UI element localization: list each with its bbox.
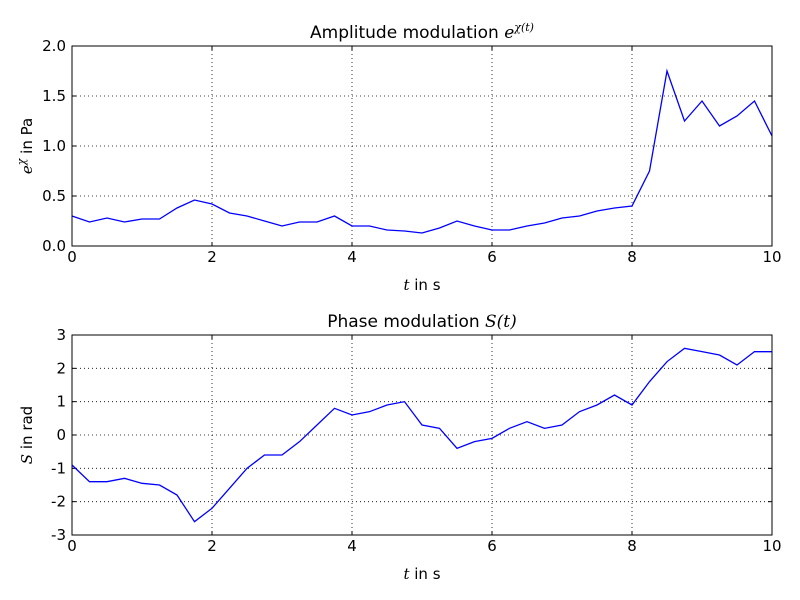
x-tick-label: 0 [67,248,77,266]
x-label-var: t [403,565,410,583]
y-label-var: S [18,454,36,464]
axes-frame [71,334,773,536]
data-line [71,68,773,234]
axes-frame [71,45,773,247]
title-math-sup: χ(t) [513,21,534,34]
data-line [71,347,772,523]
x-label-text: in s [414,276,440,294]
x-axis-label: t in s [403,565,440,583]
x-axis-label: t in s [403,276,440,294]
y-tick-label: 0.5 [42,187,66,205]
y-axis-label: S in rad [18,406,36,464]
title-text: Phase modulation [327,312,479,332]
x-tick-label: 6 [487,537,497,555]
x-label-var: t [403,276,410,294]
x-tick-label: 10 [762,537,781,555]
x-tick-label: 0 [67,537,77,555]
y-tick-label: 1 [56,393,66,411]
x-tick-label: 2 [207,248,217,266]
x-label-text: in s [414,565,440,583]
y-label-sup: χ [15,157,28,166]
subplot: 0 2 4 6 8 10 0.0 0.5 1.0 1.5 2.0 Amplitude modulati… [11,21,782,294]
x-tick-label: 10 [762,248,781,266]
y-tick-label: 1.0 [42,137,66,155]
title-math: e [504,23,514,43]
x-tick-label: 8 [627,248,637,266]
x-tick-label: 2 [207,537,217,555]
y-label-text: in rad [18,406,36,449]
title-text: Amplitude modulation [310,23,499,43]
y-tick-label: 3 [56,326,66,344]
y-axis-label: eχ in Pa [11,118,36,174]
y-tick-label: -1 [51,459,66,477]
y-tick-label: 0 [56,426,66,444]
subplot: 0 2 4 6 8 10 -3 -2 -1 0 1 2 3 Phase modulation S(t) t … [18,312,782,583]
y-tick-label: 2 [56,359,66,377]
y-tick-label: 1.5 [42,87,66,105]
y-tick-label: 0.0 [42,237,66,255]
y-tick-label: -2 [51,493,66,511]
y-tick-label: -3 [51,526,66,544]
y-label-text: in Pa [18,118,36,154]
y-label-base: e [18,165,36,174]
x-tick-label: 6 [487,248,497,266]
title-math: S(t) [485,312,517,332]
x-tick-label: 4 [347,248,357,266]
chart-title: Phase modulation S(t) [327,312,517,332]
x-tick-label: 4 [347,537,357,555]
y-tick-label: 2.0 [42,37,66,55]
x-tick-label: 8 [627,537,637,555]
chart-title: Amplitude modulation eχ(t) [310,21,534,43]
